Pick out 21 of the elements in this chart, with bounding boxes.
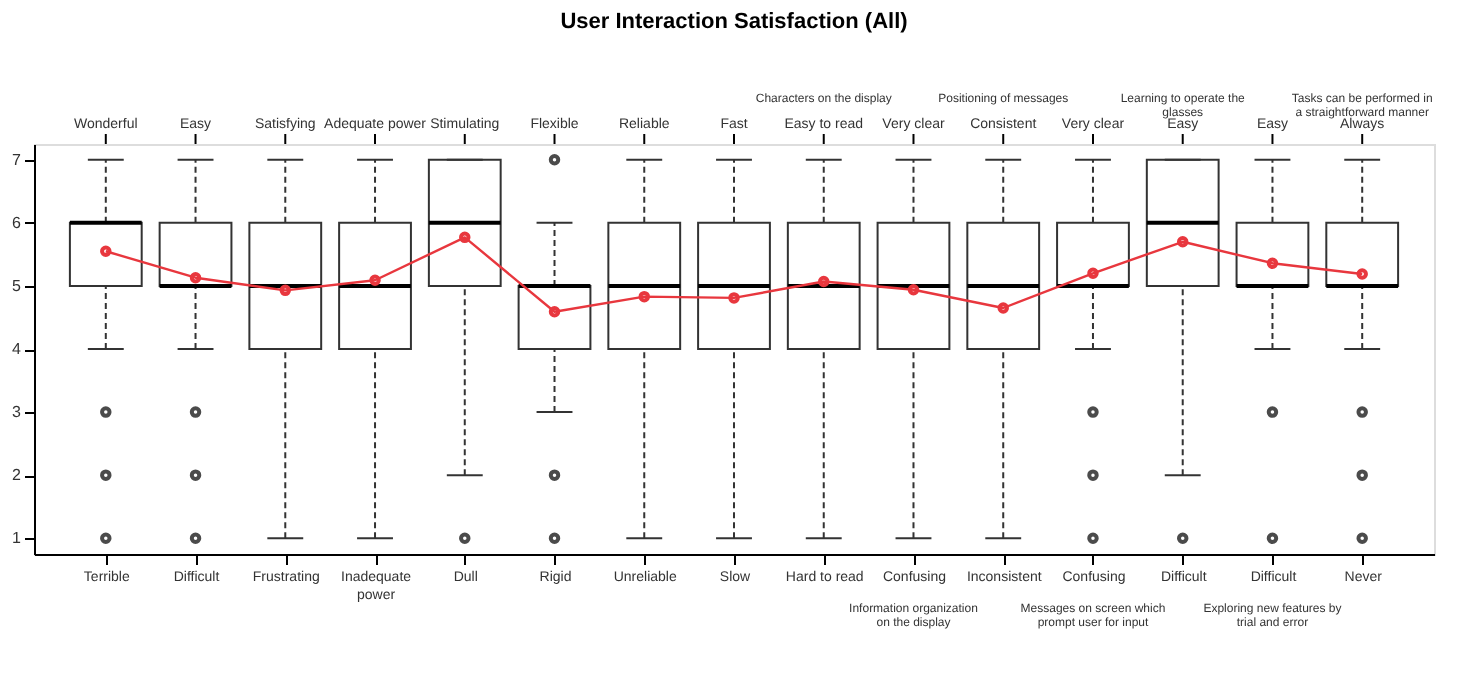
- point: [369, 274, 381, 286]
- y-tick-label: 3: [12, 403, 23, 422]
- point: [997, 302, 1009, 314]
- y-tick-label: 6: [12, 213, 23, 232]
- point: [459, 231, 471, 244]
- y-tick-label: 1: [12, 529, 23, 548]
- point: [728, 292, 740, 304]
- point: [1266, 257, 1279, 269]
- y-tick-label: 2: [12, 466, 23, 485]
- y-tick-label: 7: [12, 150, 23, 169]
- point: [1176, 236, 1189, 248]
- point: [818, 275, 830, 288]
- point: [907, 283, 920, 296]
- y-tick-label: 5: [12, 276, 23, 295]
- point: [638, 290, 650, 303]
- y-tick-label: 4: [12, 340, 23, 358]
- point: [189, 271, 202, 284]
- point: [279, 284, 292, 297]
- chart-title: User Interaction Satisfaction (All): [560, 10, 909, 34]
- point: [1087, 267, 1099, 280]
- point: [548, 306, 561, 318]
